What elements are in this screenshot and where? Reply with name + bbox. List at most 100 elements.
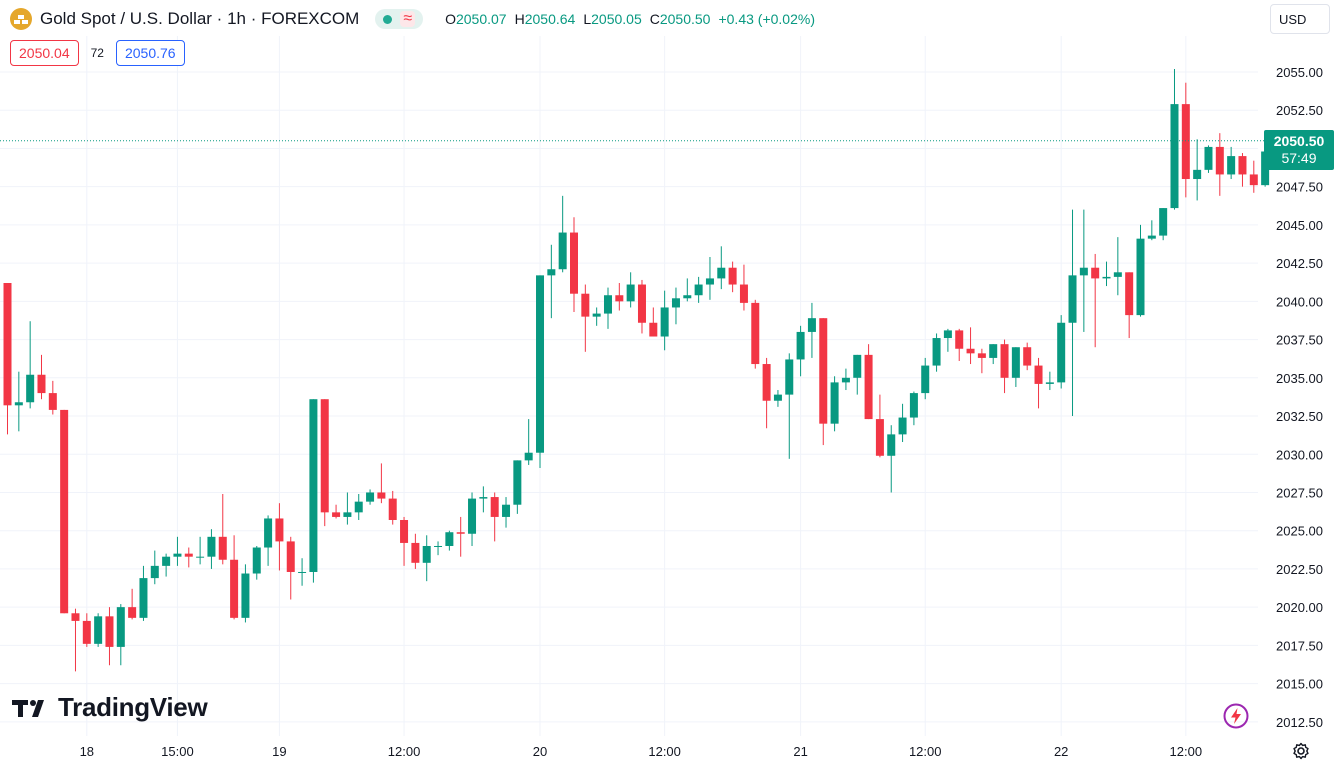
candle: [26, 321, 35, 409]
market-status[interactable]: ≈: [375, 9, 424, 29]
candle-body: [343, 512, 352, 517]
candle-body: [841, 377, 850, 383]
currency-select[interactable]: USD: [1270, 4, 1330, 34]
candle: [184, 547, 193, 568]
candle: [388, 490, 397, 525]
candle: [1215, 133, 1224, 196]
candle: [411, 533, 420, 569]
x-tick-label: 20: [533, 744, 547, 759]
y-tick-label: 2047.50: [1276, 180, 1323, 195]
candle: [434, 541, 443, 556]
candle-body: [536, 275, 545, 453]
candle: [1125, 272, 1134, 339]
candle-body: [637, 284, 646, 323]
candle: [536, 275, 545, 469]
candle: [1136, 224, 1145, 317]
candle: [230, 535, 239, 620]
candle-body: [875, 419, 884, 456]
candle: [354, 494, 363, 520]
candle: [309, 399, 318, 583]
candle-body: [116, 607, 125, 647]
tradingview-logo[interactable]: TradingView: [12, 692, 208, 723]
candle: [751, 299, 760, 369]
candle-body: [1000, 344, 1009, 378]
sell-button[interactable]: 2050.04: [10, 40, 79, 66]
y-tick-label: 2022.50: [1276, 562, 1323, 577]
y-tick-label: 2012.50: [1276, 715, 1323, 730]
candle-body: [660, 307, 669, 337]
candle-body: [547, 269, 556, 276]
candle-body: [796, 331, 805, 360]
candle-body: [422, 545, 431, 563]
y-tick-label: 2027.50: [1276, 485, 1323, 500]
candle-body: [728, 267, 737, 285]
candle: [162, 553, 171, 577]
candle: [739, 264, 748, 311]
candle: [116, 604, 125, 666]
candle-body: [1227, 156, 1236, 175]
candle-body: [943, 330, 952, 339]
x-tick-label: 19: [272, 744, 286, 759]
candle-body: [218, 536, 227, 560]
candle-body: [3, 283, 12, 406]
candle-body: [82, 620, 91, 644]
buy-button[interactable]: 2050.76: [115, 40, 185, 66]
candle: [955, 328, 964, 361]
symbol-title[interactable]: Gold Spot / U.S. Dollar · 1h · FOREXCOM: [40, 9, 360, 28]
candle-body: [1079, 267, 1088, 276]
market-open-dot-icon: [383, 14, 393, 24]
low-label: L: [583, 11, 592, 27]
candle: [615, 283, 624, 311]
candle-body: [513, 460, 522, 505]
y-tick-label: 2015.00: [1276, 677, 1323, 692]
candle-body: [989, 344, 998, 358]
x-tick-label: 18: [80, 744, 94, 759]
high-value: 2050.64: [524, 11, 576, 27]
gold-bars-icon[interactable]: [10, 8, 32, 30]
candle-body: [150, 565, 159, 579]
candle-body: [139, 578, 148, 618]
candle-body: [196, 556, 205, 558]
high-label: H: [514, 11, 525, 27]
candle-body: [1159, 208, 1168, 236]
candle: [1011, 347, 1020, 387]
candles: [3, 68, 1281, 672]
candle: [637, 279, 646, 334]
candle: [841, 368, 850, 391]
candle-body: [570, 232, 578, 294]
candle-body: [1170, 104, 1179, 209]
candle: [1034, 357, 1043, 409]
candle: [943, 328, 952, 352]
candle: [898, 403, 907, 443]
y-tick-label: 2037.50: [1276, 333, 1323, 348]
candle-body: [309, 399, 318, 572]
candle: [196, 536, 205, 565]
candle-body: [468, 498, 477, 534]
candle: [819, 318, 828, 446]
candle: [989, 344, 998, 365]
candle-body: [955, 330, 964, 349]
candle-body: [298, 571, 307, 573]
candle-body: [932, 338, 941, 366]
candle: [547, 244, 556, 319]
candle: [513, 460, 522, 514]
candle-body: [773, 394, 782, 401]
candle: [37, 354, 46, 400]
candle: [468, 492, 477, 546]
candle: [207, 529, 216, 569]
candle: [853, 354, 862, 395]
candle-body: [14, 402, 23, 406]
gear-icon[interactable]: [1290, 740, 1312, 762]
candle-body: [705, 278, 714, 285]
logo-text: TradingView: [58, 692, 208, 722]
grid: [0, 36, 1258, 736]
candle-body: [26, 374, 35, 403]
candle-body: [1193, 169, 1202, 180]
candle: [1068, 209, 1077, 417]
candle-body: [479, 497, 488, 499]
candle: [626, 272, 635, 308]
bolt-icon[interactable]: [1222, 702, 1250, 730]
candle: [1238, 153, 1247, 187]
candle: [445, 530, 454, 551]
